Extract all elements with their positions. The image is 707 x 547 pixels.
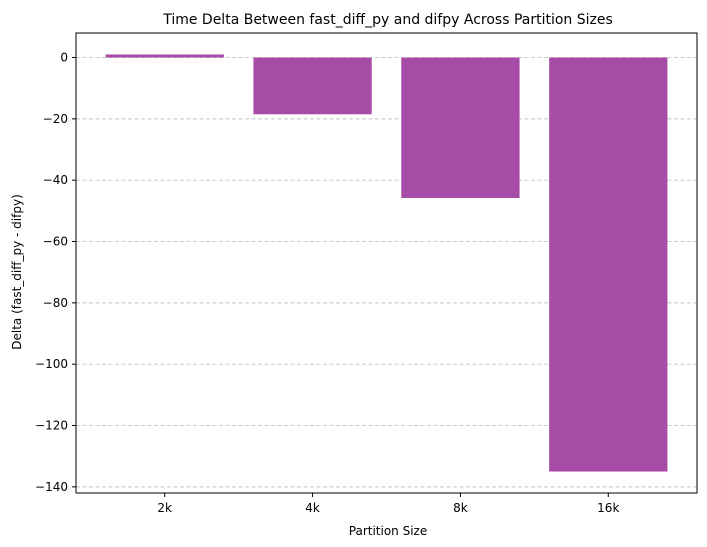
y-tick-label: −100 xyxy=(35,357,68,371)
y-axis-ticks: 0 −20 −40 −60 −80 −100 −120 −140 xyxy=(35,51,76,494)
y-tick-label: −120 xyxy=(35,419,68,433)
bar-16k xyxy=(549,57,668,472)
y-tick-label: −80 xyxy=(43,296,68,310)
x-tick-label: 2k xyxy=(157,501,172,515)
bars xyxy=(105,54,668,472)
x-axis-ticks: 2k 4k 8k 16k xyxy=(157,493,619,515)
bar-4k xyxy=(253,57,372,115)
x-tick-label: 16k xyxy=(597,501,619,515)
x-axis-label: Partition Size xyxy=(349,524,427,538)
y-tick-label: −40 xyxy=(43,173,68,187)
y-tick-label: 0 xyxy=(60,51,68,65)
y-axis-label: Delta (fast_diff_py - difpy) xyxy=(10,194,24,350)
x-tick-label: 4k xyxy=(305,501,320,515)
bar-8k xyxy=(401,57,520,198)
y-tick-label: −60 xyxy=(43,235,68,249)
bar-2k xyxy=(105,54,224,58)
x-tick-label: 8k xyxy=(453,501,468,515)
y-tick-label: −140 xyxy=(35,480,68,494)
y-tick-label: −20 xyxy=(43,112,68,126)
plot-frame xyxy=(75,32,698,494)
chart-title: Time Delta Between fast_diff_py and difp… xyxy=(162,12,613,28)
